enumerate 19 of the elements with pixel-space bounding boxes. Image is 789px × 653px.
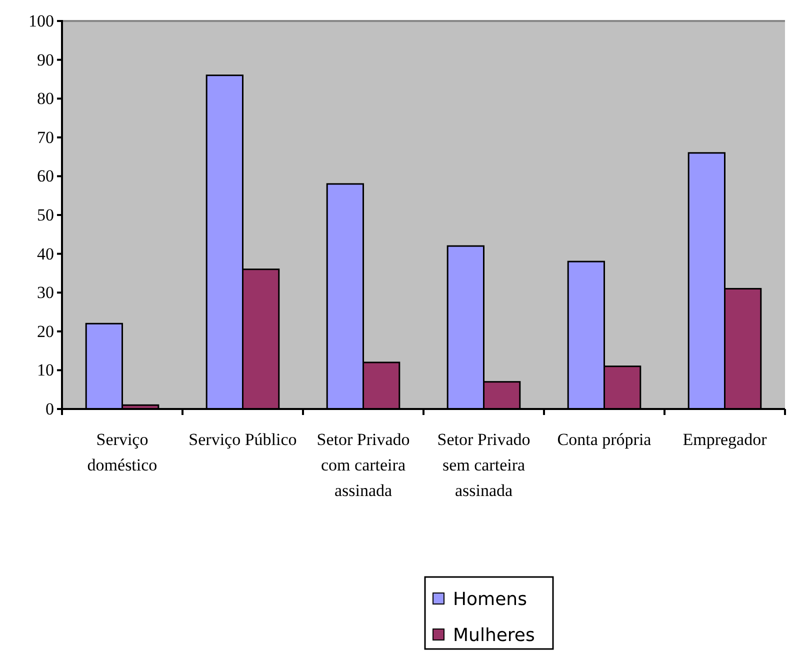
y-tick-label: 20 <box>37 322 54 341</box>
y-tick-label: 10 <box>37 360 54 380</box>
y-tick-label: 90 <box>37 50 54 70</box>
y-tick-label: 40 <box>37 244 54 264</box>
x-tick-label: Serviço Público <box>188 430 297 449</box>
y-tick-label: 60 <box>37 166 54 186</box>
legend-label: Mulheres <box>453 625 535 646</box>
y-tick-label: 80 <box>37 89 54 108</box>
legend-label: Homens <box>453 589 527 610</box>
y-tick-label: 70 <box>37 128 54 147</box>
y-tick-label: 0 <box>46 399 54 418</box>
x-tick-label: Setor Privado com carteira assinada <box>316 430 410 500</box>
y-tick-label: 50 <box>37 205 54 224</box>
x-tick-label: Empregador <box>682 430 768 449</box>
x-tick-label: Serviço doméstico <box>87 430 158 474</box>
y-tick-label: 100 <box>28 11 54 30</box>
y-tick-label: 30 <box>37 283 54 302</box>
x-tick-label: Setor Privado sem carteira assinada <box>437 430 530 500</box>
x-tick-label: Conta própria <box>557 430 652 449</box>
